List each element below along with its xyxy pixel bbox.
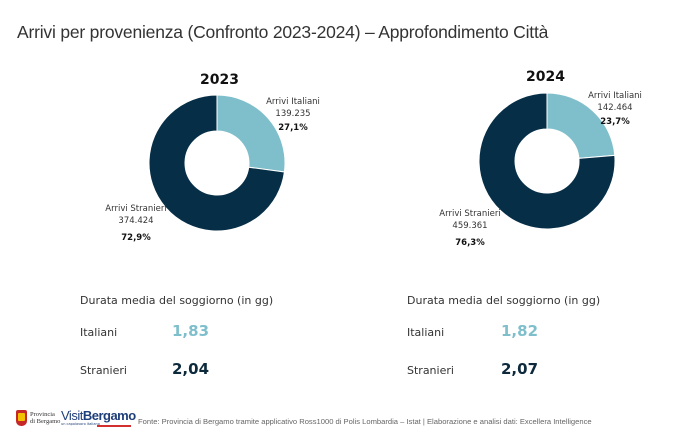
stay-value-stranieri-2023: 2,04 — [172, 360, 210, 378]
label-stranieri-2023-name: Arrivi Stranieri — [105, 204, 167, 214]
stay-label-italiani-2024: Italiani — [407, 326, 445, 339]
label-stranieri-2023-value: 374.424 — [118, 216, 154, 226]
stay-value-italiani-2023: 1,83 — [172, 322, 210, 340]
donut-slice-stranieri-2023 — [148, 94, 285, 232]
label-stranieri-2024-value: 459.361 — [452, 221, 488, 231]
label-italiani-2023-value: 139.235 — [275, 109, 311, 119]
label-italiani-2024: Arrivi Italiani 142.464 23,7% — [579, 90, 651, 128]
logo-visit-tagline: un capolavoro italiano — [61, 422, 100, 426]
label-italiani-2023-name: Arrivi Italiani — [266, 97, 320, 107]
stay-title-2023: Durata media del soggiorno (in gg) — [80, 294, 274, 307]
label-stranieri-2024-pct: 76,3% — [455, 238, 485, 248]
chart-title-2023: 2023 — [200, 72, 239, 88]
label-italiani-2024-pct: 23,7% — [600, 117, 630, 127]
label-italiani-2024-name: Arrivi Italiani — [588, 91, 642, 101]
stay-label-stranieri-2024: Stranieri — [407, 364, 454, 377]
label-stranieri-2024: Arrivi Stranieri 459.361 76,3% — [432, 208, 508, 249]
donut-slice-italiani-2023 — [216, 94, 286, 173]
logo-provincia-line1: Provincia — [30, 411, 55, 418]
stay-title-2024: Durata media del soggiorno (in gg) — [407, 294, 601, 307]
logo-provincia-bergamo: Provincia di Bergamo — [16, 410, 60, 426]
donut-slice-stranieri-2024 — [478, 92, 616, 230]
stay-value-italiani-2024: 1,82 — [501, 322, 539, 340]
logo-provincia-line2: di Bergamo — [30, 418, 61, 425]
logo-visit-underline — [97, 425, 131, 427]
stay-label-stranieri-2023: Stranieri — [80, 364, 127, 377]
crest-icon — [16, 410, 27, 426]
logo-bergamo-word: Bergamo — [82, 408, 136, 423]
source-note: Fonte: Provincia di Bergamo tramite appl… — [138, 417, 592, 426]
label-stranieri-2023-pct: 72,9% — [121, 233, 151, 243]
page-title: Arrivi per provenienza (Confronto 2023-2… — [17, 22, 549, 42]
donut-chart-2023 — [148, 94, 286, 232]
label-italiani-2024-value: 142.464 — [597, 103, 633, 113]
logo-visit-word: Visit — [61, 408, 83, 423]
label-italiani-2023-pct: 27,1% — [278, 123, 308, 133]
stay-value-stranieri-2024: 2,07 — [501, 360, 539, 378]
chart-title-2024: 2024 — [526, 69, 565, 85]
label-italiani-2023: Arrivi Italiani 139.235 27,1% — [258, 96, 328, 134]
label-stranieri-2024-name: Arrivi Stranieri — [439, 209, 501, 219]
label-stranieri-2023: Arrivi Stranieri 374.424 72,9% — [98, 203, 174, 244]
stay-label-italiani-2023: Italiani — [80, 326, 118, 339]
donut-chart-2024 — [478, 92, 616, 230]
logo-visit-bergamo: VisitBergamo un capolavoro italiano — [61, 408, 136, 427]
